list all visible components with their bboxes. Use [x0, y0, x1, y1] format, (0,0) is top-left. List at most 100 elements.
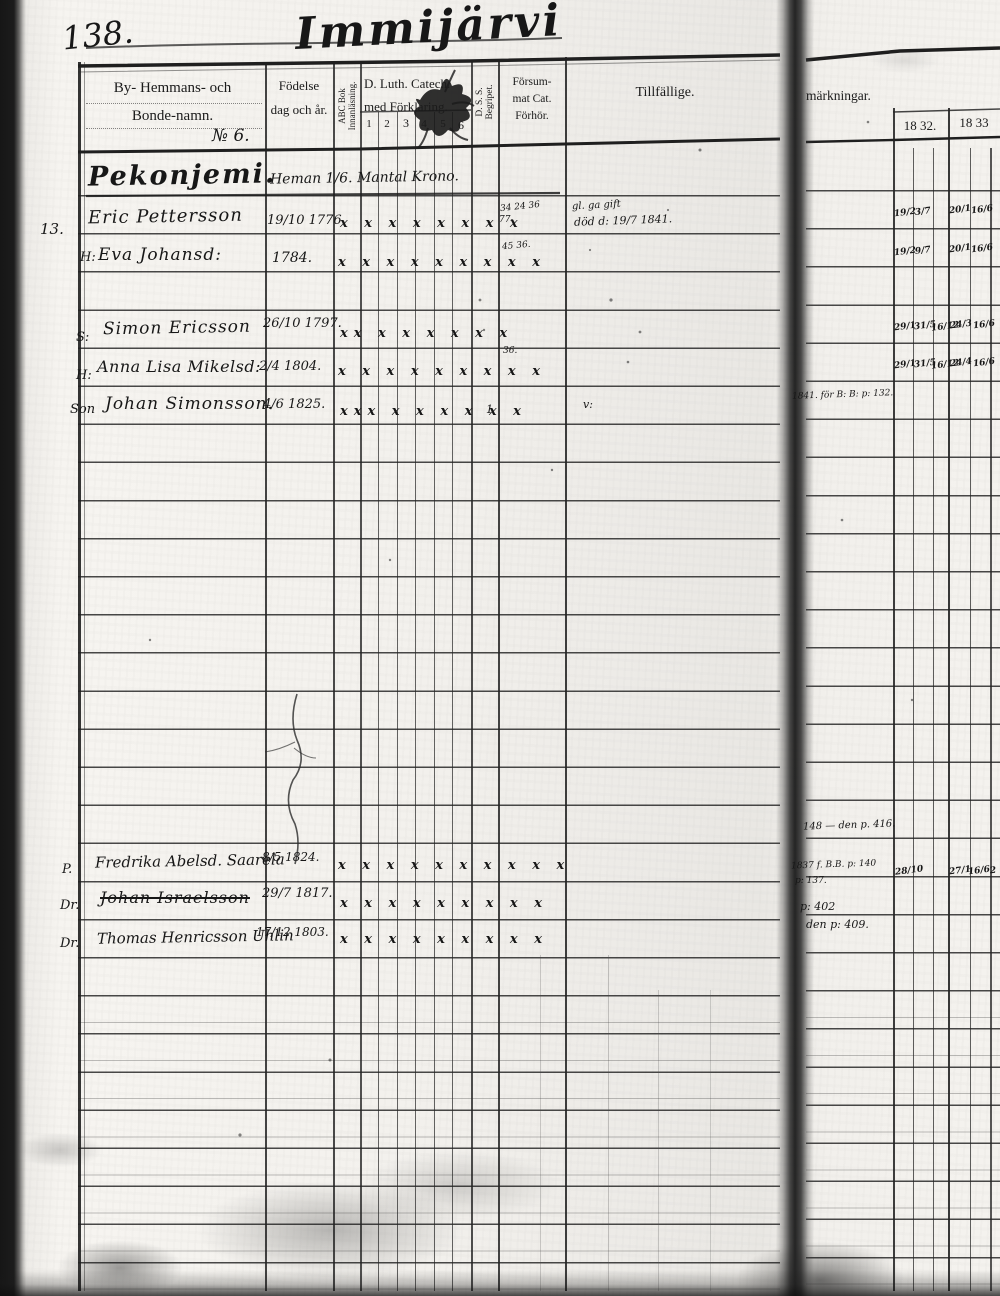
communion-date: 2 — [989, 865, 997, 877]
header-bottom-border — [77, 137, 781, 154]
ink-blot-streaks — [417, 69, 475, 149]
grid-vline — [893, 108, 896, 1291]
col-header-forsummat-1: Försum- — [512, 76, 552, 88]
village-note: Heman 1/6. Mantal Krono. — [269, 168, 459, 188]
grid-vline — [948, 108, 951, 1291]
book-fold-band — [776, 0, 814, 1296]
record-marks: xx x x x x x x — [340, 326, 514, 341]
grid-vline — [913, 148, 915, 1291]
header-bottom-border-right — [805, 135, 1000, 144]
record-birthdate: 17/12 1803. — [256, 925, 329, 939]
ink-blot — [414, 78, 472, 136]
record-marks: x x x x x x x x x — [340, 896, 548, 911]
col-header-catechism-2: med Förklaring. — [364, 99, 448, 114]
record-anmarkning-note: p: 402 — [800, 900, 836, 913]
record-birthdate: 29/7 1817. — [262, 886, 333, 901]
grid-vline — [265, 62, 267, 1291]
grid-vline — [452, 112, 454, 1291]
record-prefix: P. — [62, 862, 73, 877]
record-marks: x x x x x x x x x — [340, 932, 548, 947]
record-forsummat-note: 36. — [503, 346, 518, 356]
catechism-subcol-4: 4 — [421, 118, 427, 130]
record-prefix: Dr. — [60, 898, 80, 913]
year-label-1832: 18 32. — [903, 118, 937, 133]
bleed-vline — [540, 955, 541, 1291]
table-top-border-right — [805, 46, 1000, 62]
col-header-forsummat-2: mat Cat. — [512, 93, 552, 105]
grid-rows-right-faint — [806, 1000, 1000, 1291]
record-name: Anna Lisa Mikelsd: — [97, 357, 261, 376]
scan-left-edge-band — [0, 0, 26, 1296]
record-prefix: Dr. — [60, 936, 80, 951]
record-name: Fredrika Abelsd. Saarela — [94, 850, 285, 872]
dotted-header-line — [86, 128, 262, 129]
grid-vline — [415, 112, 417, 1291]
col-header-dss-line1: D. S. S. — [475, 87, 485, 117]
col-header-tillfallige: Tillfällige. — [635, 85, 695, 100]
year-label-1833: 18 33 — [959, 115, 989, 130]
record-marks: xxx x x x x x x — [340, 404, 527, 419]
grid-rows-left-faint — [78, 1005, 780, 1291]
village-underline — [85, 191, 561, 198]
margin-number: 13. — [40, 220, 64, 238]
table-top-border-inner — [77, 59, 781, 73]
catechism-subcol-1: 1 — [366, 118, 372, 130]
record-birthdate: 26/10 1797. — [263, 316, 342, 331]
col-header-catechism-1: D. Luth. Catech. — [364, 76, 451, 91]
scan-bottom-shadow — [0, 1270, 1000, 1296]
grid-rows-right — [806, 190, 1000, 1291]
record-name: Johan Simonsson. — [105, 394, 274, 414]
bleed-vline — [658, 990, 659, 1291]
year-row-line — [892, 108, 1000, 113]
bleed-vline — [608, 955, 609, 1291]
page-number: 138. — [60, 12, 136, 58]
grid-vline — [397, 112, 399, 1291]
col-header-abc-line2: Innanläsning. — [347, 81, 357, 131]
record-name: Eva Johansd: — [98, 245, 222, 265]
village-name: Pekonjemi. — [87, 158, 277, 193]
grid-vline — [333, 62, 335, 1291]
communion-date: 9/7 — [914, 245, 932, 257]
record-prefix: H: — [76, 368, 92, 383]
record-marks: x x x x x x x x x — [338, 364, 546, 379]
catechism-subcol-3: 3 — [403, 116, 409, 130]
catechism-subcol-2: 2 — [384, 118, 390, 130]
table-top-border — [77, 53, 781, 68]
record-marks: x x x x x x x x — [340, 216, 524, 231]
record-prefix: S: — [76, 330, 90, 345]
record-marks: x x x x x x x x x — [338, 255, 546, 270]
bleed-vline — [710, 990, 711, 1291]
record-marks: x x x x x x x x x x — [338, 858, 571, 873]
record-prefix: Son — [70, 402, 96, 417]
record-anmarkning-note: p: 137. — [795, 876, 827, 886]
catechism-subcol-6: 6 — [458, 118, 464, 132]
communion-date: 3/7 — [914, 206, 932, 218]
record-forsummat-note: 77- — [499, 215, 514, 225]
col-header-birth-1: Födelse — [278, 78, 320, 93]
record-prefix: H: — [80, 250, 96, 265]
record-birthdate: 8/5 1824. — [262, 850, 320, 864]
catechism-subcol-5: 5 — [440, 118, 446, 130]
col-header-dss: D. S. S. Begripet. — [475, 52, 495, 152]
title-underline — [85, 37, 563, 49]
record-extra-mark: 1 — [486, 403, 493, 416]
record-anmarkning-note: den p: 409. — [806, 918, 869, 931]
col-header-birth-2: dag och år. — [270, 102, 328, 117]
col-header-names-2: Bonde-namn. — [131, 108, 214, 124]
grid-vline — [933, 148, 935, 1291]
col-header-forsummat-3: Förhör. — [515, 110, 549, 122]
grid-vline — [990, 148, 992, 1291]
record-birthdate: 19/10 1776. — [267, 213, 346, 228]
grid-vline — [565, 57, 568, 1291]
record-birthdate: 1784. — [272, 250, 313, 266]
dust-specks — [148, 120, 914, 1137]
record-birthdate: 2/4 1804. — [259, 359, 322, 374]
grid-vline — [434, 112, 436, 1291]
col-header-abc-line1: ABC Bok — [337, 88, 347, 124]
grid-vline — [970, 148, 972, 1291]
record-name: Simon Ericsson — [102, 316, 252, 340]
dotted-header-line — [86, 103, 262, 104]
paper-crack — [287, 693, 302, 865]
record-name-struck: Johan Israelsson — [100, 888, 250, 907]
